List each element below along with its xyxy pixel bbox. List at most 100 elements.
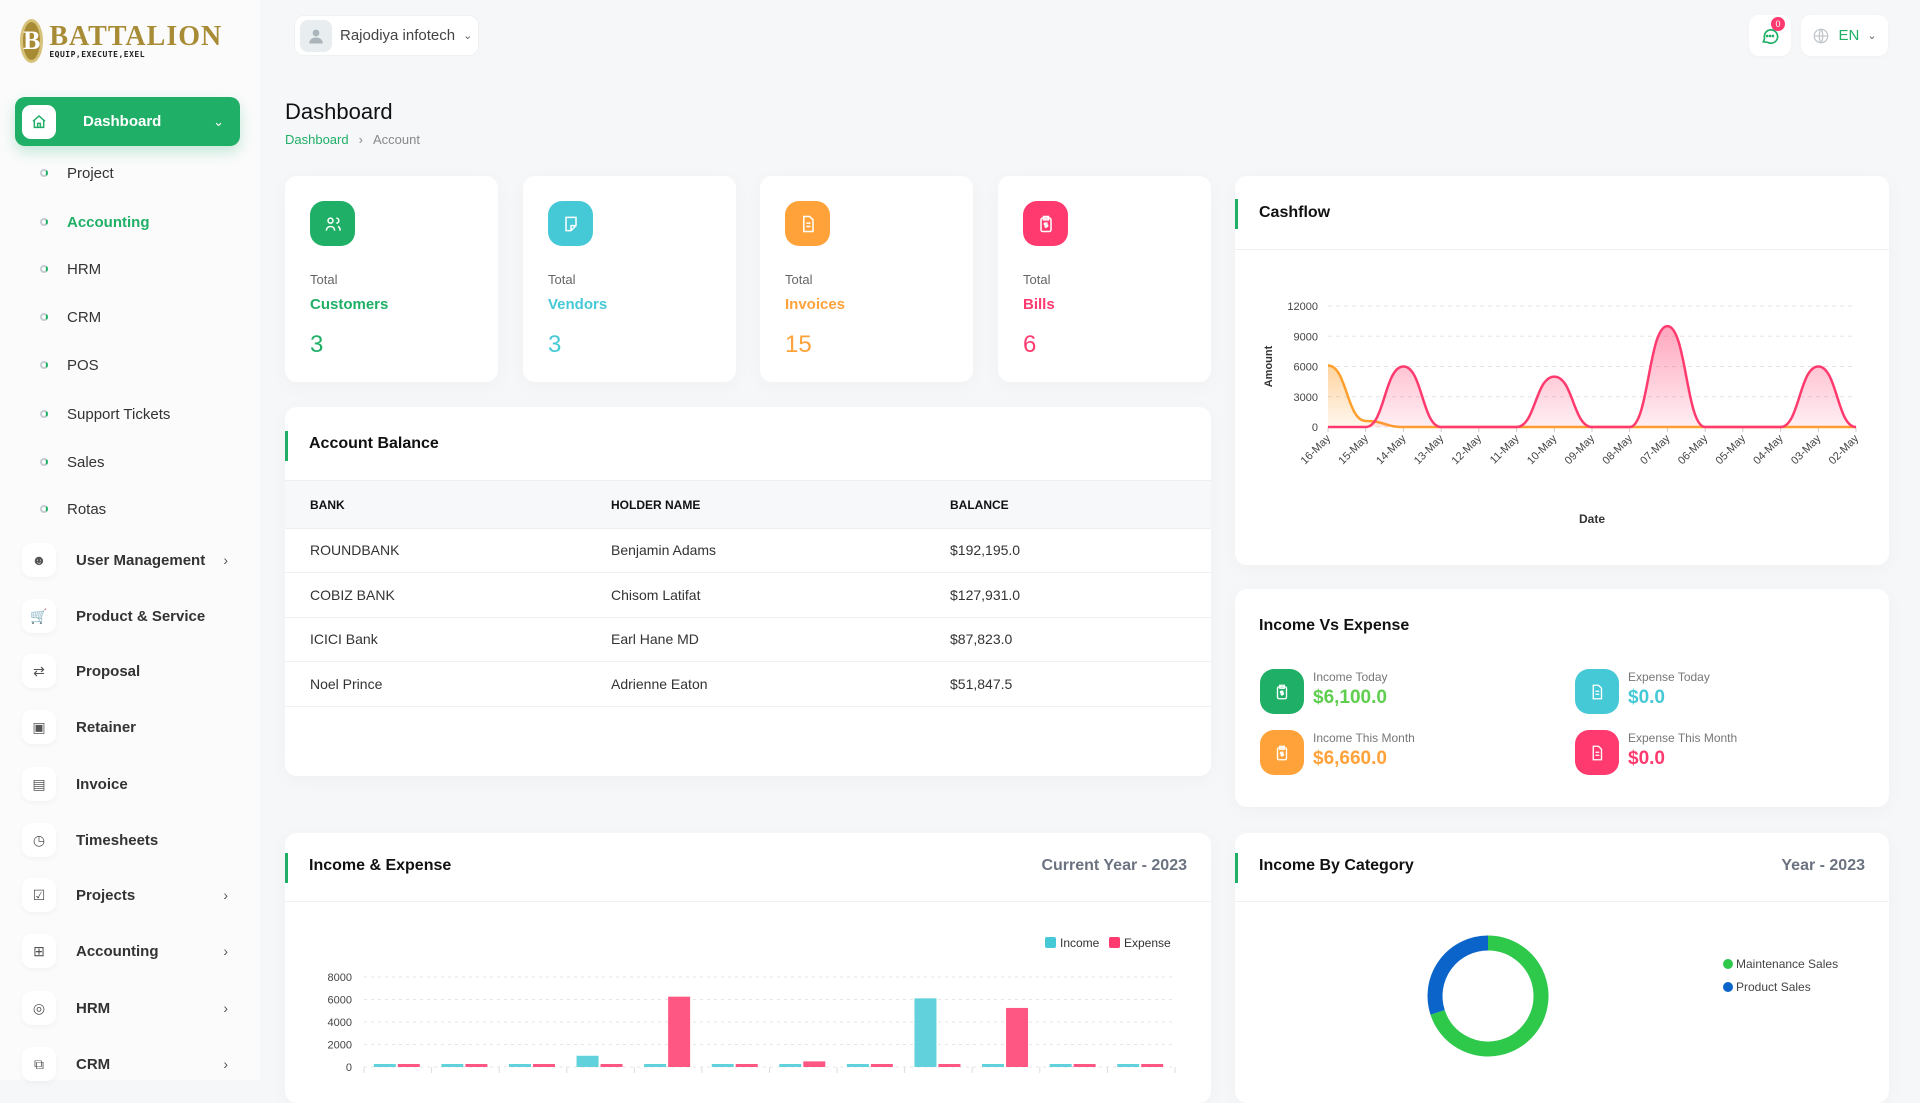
holder-cell: Earl Hane MD: [611, 631, 699, 647]
legend-label[interactable]: Income: [1060, 936, 1100, 950]
bar-expense[interactable]: [532, 1064, 555, 1067]
bar-income[interactable]: [914, 998, 937, 1067]
bar-expense[interactable]: [397, 1064, 420, 1067]
sidebar-item-projects[interactable]: ☑ Projects ›: [22, 875, 232, 915]
bank-cell: ROUNDBANK: [310, 542, 400, 558]
bar-expense[interactable]: [465, 1064, 488, 1067]
sidebar-subitem-sales[interactable]: Sales: [40, 450, 105, 474]
stat-label: Customers: [310, 296, 389, 313]
sidebar-item-label: HRM: [76, 999, 111, 1017]
sidebar-item-retainer[interactable]: ▣ Retainer: [22, 707, 232, 747]
card-title: Account Balance: [309, 435, 439, 452]
bar-income[interactable]: [508, 1064, 531, 1067]
x-tick-label: 13-May: [1412, 432, 1447, 467]
holder-cell: Adrienne Eaton: [611, 675, 708, 692]
bar-income[interactable]: [576, 1055, 599, 1067]
bar-income[interactable]: [644, 1064, 667, 1067]
sidebar-item-product-service[interactable]: 🛒 Product & Service: [22, 596, 232, 636]
bar-expense[interactable]: [803, 1061, 826, 1067]
stat-value: 3: [548, 331, 562, 358]
column-header-balance: BALANCE: [950, 498, 1009, 512]
sidebar-subitem-project[interactable]: Project: [40, 161, 114, 185]
sidebar-subitem-pos[interactable]: POS: [40, 353, 99, 377]
sidebar-subitem-support-tickets[interactable]: Support Tickets: [40, 402, 170, 426]
holder-cell: Chisom Latifat: [611, 586, 701, 603]
sidebar-item-hrm[interactable]: ◎ HRM ›: [22, 988, 232, 1028]
bar-expense[interactable]: [938, 1064, 961, 1067]
page-title: Dashboard: [285, 99, 393, 124]
account-balance-card: Account Balance BANK HOLDER NAME BALANCE…: [285, 407, 1211, 776]
sidebar-subitem-label: Rotas: [67, 500, 107, 518]
chevron-down-icon: ⌄: [213, 113, 224, 129]
sidebar-item-label: Accounting: [76, 942, 159, 960]
x-tick-label: 02-May: [1827, 432, 1862, 467]
sidebar-subitem-crm[interactable]: CRM: [40, 305, 101, 329]
sidebar-item-crm[interactable]: ⧉ CRM ›: [22, 1044, 232, 1084]
bar-income[interactable]: [441, 1064, 464, 1067]
file-invoice-icon: [1575, 669, 1619, 714]
bar-expense[interactable]: [1141, 1064, 1164, 1067]
sidebar-subitem-rotas[interactable]: Rotas: [40, 497, 106, 521]
x-tick-label: 06-May: [1676, 432, 1711, 467]
sidebar-item-label: Invoice: [76, 775, 128, 793]
bar-income[interactable]: [846, 1064, 869, 1067]
legend-label[interactable]: Expense: [1124, 936, 1171, 950]
sidebar-subitem-accounting[interactable]: Accounting: [40, 210, 150, 234]
bar-income[interactable]: [779, 1064, 802, 1067]
messages-button[interactable]: 0: [1749, 15, 1791, 56]
slice-maintenance-sales[interactable]: [1430, 935, 1549, 1057]
sidebar-item-proposal[interactable]: ⇄ Proposal: [22, 651, 232, 691]
stat-card-invoices[interactable]: Total Invoices 15: [760, 176, 973, 382]
bar-income[interactable]: [711, 1064, 734, 1067]
sidebar-item-invoice[interactable]: ▤ Invoice: [22, 764, 232, 804]
apps-icon: ⊞: [22, 934, 56, 968]
clock-icon: ◷: [22, 823, 56, 857]
card-title: Income Vs Expense: [1259, 617, 1410, 634]
brand-logo[interactable]: B BATTALION EQUIP,EXECUTE,EXEL: [20, 18, 221, 64]
slice-product-sales[interactable]: [1427, 935, 1489, 1015]
breadcrumb-dashboard-link[interactable]: Dashboard: [285, 132, 349, 147]
globe-icon: [1814, 28, 1829, 43]
language-selector[interactable]: EN ⌄: [1801, 15, 1888, 56]
save-icon: ▣: [22, 710, 56, 744]
company-switcher[interactable]: Rajodiya infotech ⌄: [294, 15, 479, 56]
legend-marker: [1723, 959, 1733, 969]
bar-expense[interactable]: [1006, 1007, 1029, 1067]
metric-label: Income This Month: [1313, 731, 1415, 745]
chevron-down-icon: ⌄: [463, 30, 473, 42]
bar-income[interactable]: [1117, 1064, 1140, 1067]
sidebar-subitem-hrm[interactable]: HRM: [40, 257, 101, 281]
bar-expense[interactable]: [735, 1064, 758, 1067]
sidebar-item-dashboard[interactable]: Dashboard ⌄: [15, 97, 240, 146]
y-tick-label: 2000: [328, 1040, 352, 1052]
x-tick-label: 07-May: [1638, 432, 1673, 467]
sidebar-item-accounting[interactable]: ⊞ Accounting ›: [22, 931, 232, 971]
stat-card-customers[interactable]: Total Customers 3: [285, 176, 498, 382]
bullet-icon: [40, 361, 48, 369]
sidebar-subitem-label: CRM: [67, 308, 102, 326]
sidebar-item-timesheets[interactable]: ◷ Timesheets: [22, 820, 232, 860]
y-axis-label: Amount: [1263, 345, 1275, 387]
x-tick-label: 10-May: [1525, 432, 1560, 467]
bullet-icon: [40, 169, 48, 177]
y-tick-label: 9000: [1294, 331, 1318, 343]
bar-expense[interactable]: [600, 1064, 623, 1067]
bar-income[interactable]: [982, 1064, 1005, 1067]
legend-swatch: [1045, 937, 1056, 948]
sidebar-item-user-management[interactable]: ☻ User Management ›: [22, 540, 232, 580]
chat-icon: [1762, 28, 1779, 44]
bar-expense[interactable]: [668, 996, 691, 1067]
stat-card-bills[interactable]: Total Bills 6: [998, 176, 1211, 382]
divider: [1235, 901, 1889, 902]
bar-income[interactable]: [373, 1064, 396, 1067]
bar-income[interactable]: [1049, 1064, 1072, 1067]
bar-expense[interactable]: [870, 1064, 893, 1067]
legend-label[interactable]: Product Sales: [1736, 980, 1811, 994]
legend-label[interactable]: Maintenance Sales: [1736, 957, 1838, 971]
title-accent: [1235, 853, 1238, 883]
x-tick-label: 05-May: [1714, 432, 1749, 467]
cashflow-card: Cashflow 0 3000 6000 9000 12000 16-May 15-May 1…: [1235, 176, 1889, 565]
bar-expense[interactable]: [1073, 1064, 1096, 1067]
balance-cell: $51,847.5: [950, 675, 1013, 692]
stat-card-vendors[interactable]: Total Vendors 3: [523, 176, 736, 382]
